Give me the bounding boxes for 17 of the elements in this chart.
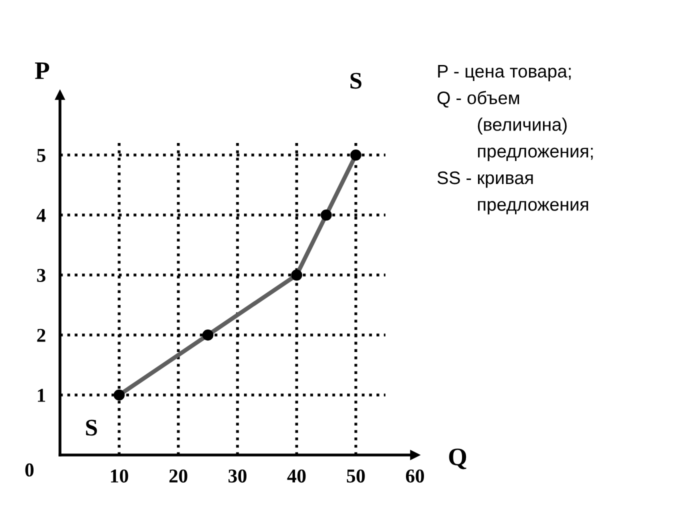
annotation: S (86, 420, 97, 436)
y-tick-label: 3 (37, 268, 46, 282)
y-tick-label: 4 (36, 208, 46, 222)
text: S (350, 72, 362, 89)
x-axis-title: Q (449, 448, 466, 470)
x-tick-label: 50 (346, 469, 365, 483)
x-tick-label: 10 (110, 469, 128, 483)
y-tick-label: 1 (38, 388, 46, 402)
y-tick-label: 5 (37, 149, 46, 162)
x-tick-label: 20 (169, 469, 188, 483)
x-tick-label: 30 (228, 469, 246, 483)
text: 0 (25, 463, 34, 477)
y-axis-title: P (35, 62, 50, 79)
y-tick-label: 2 (37, 328, 46, 342)
x-tick-label: 40 (287, 469, 306, 483)
x-tick-label: 60 (406, 469, 424, 483)
text: P - цена товара; Q - объем (величина) предложения; SS - кривая предложения (437, 65, 593, 214)
